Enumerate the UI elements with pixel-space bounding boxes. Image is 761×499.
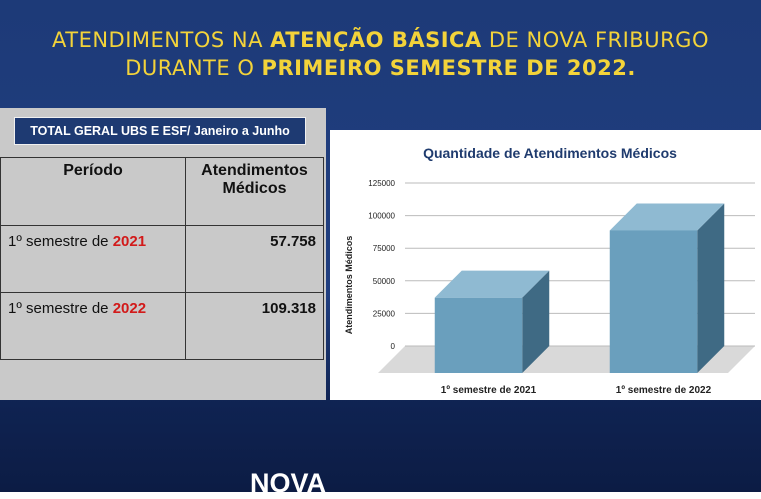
title-highlight: PRIMEIRO SEMESTRE DE 2022.	[261, 56, 636, 80]
title-line: DURANTE O PRIMEIRO SEMESTRE DE 2022.	[0, 56, 761, 80]
chart: Quantidade de Atendimentos Médicos Atend…	[330, 130, 761, 400]
y-tick-label: 25000	[373, 309, 396, 318]
period-cell: 1º semestre de 2021	[0, 225, 186, 293]
x-tick-label: 1º semestre de 2022	[616, 385, 712, 396]
value-cell: 57.758	[185, 225, 324, 293]
title-highlight: ATENÇÃO BÁSICA	[270, 28, 482, 52]
bar-side	[522, 270, 550, 373]
y-tick-label: 50000	[373, 277, 396, 286]
value-cell: 109.318	[185, 292, 324, 360]
y-tick-label: 100000	[368, 212, 395, 221]
table-panel: TOTAL GERAL UBS E ESF/ Janeiro a Junho P…	[0, 108, 326, 400]
y-axis-label: Atendimentos Médicos	[344, 236, 354, 335]
bar-side	[697, 203, 725, 373]
bar-top	[434, 270, 550, 298]
x-tick-label: 1º semestre de 2021	[441, 385, 537, 396]
table-label: TOTAL GERAL UBS E ESF/ Janeiro a Junho	[14, 117, 306, 145]
column-header: Atendimentos Médicos	[185, 157, 324, 226]
bar	[609, 230, 698, 373]
title-line: ATENDIMENTOS NA ATENÇÃO BÁSICA DE NOVA F…	[0, 28, 761, 52]
y-tick-label: 75000	[373, 244, 396, 253]
title-text: DE NOVA FRIBURGO	[488, 28, 709, 52]
bar	[434, 297, 523, 373]
period-text: 1º semestre de	[8, 233, 109, 250]
year: 2022	[112, 300, 147, 317]
title-text: DURANTE O	[125, 56, 255, 80]
column-header: Período	[0, 157, 186, 226]
footer-brand: NOVA	[250, 468, 327, 498]
y-tick-label: 0	[391, 342, 396, 351]
bar-top	[609, 203, 725, 231]
y-tick-label: 125000	[368, 179, 395, 188]
chart-title: Quantidade de Atendimentos Médicos	[423, 145, 677, 161]
period-cell: 1º semestre de 2022	[0, 292, 186, 360]
title-text: ATENDIMENTOS NA	[52, 28, 263, 52]
year: 2021	[112, 233, 147, 250]
period-text: 1º semestre de	[8, 300, 109, 317]
